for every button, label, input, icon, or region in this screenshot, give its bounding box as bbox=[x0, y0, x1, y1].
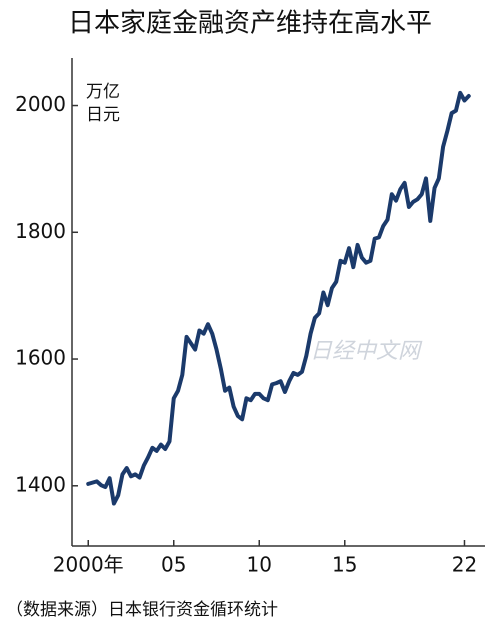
x-tick-label: 10 bbox=[247, 553, 272, 577]
unit-label: 万亿 bbox=[86, 82, 120, 102]
y-tick-label: 1800 bbox=[15, 219, 66, 243]
x-tick-label: 22 bbox=[452, 553, 477, 577]
watermark: 日经中文网 bbox=[310, 339, 423, 364]
y-tick-label: 2000 bbox=[15, 92, 66, 116]
y-tick-label: 1400 bbox=[15, 472, 66, 496]
unit-label: 日元 bbox=[86, 105, 120, 125]
x-tick-label: 15 bbox=[332, 553, 357, 577]
chart-title: 日本家庭金融资产维持在高水平 bbox=[68, 9, 432, 39]
x-tick-label: 2000年 bbox=[53, 553, 124, 577]
source: （数据来源）日本银行资金循环统计 bbox=[6, 600, 278, 620]
data-line bbox=[86, 90, 471, 506]
x-tick-label: 05 bbox=[161, 553, 186, 577]
y-tick-label: 1600 bbox=[15, 346, 66, 370]
